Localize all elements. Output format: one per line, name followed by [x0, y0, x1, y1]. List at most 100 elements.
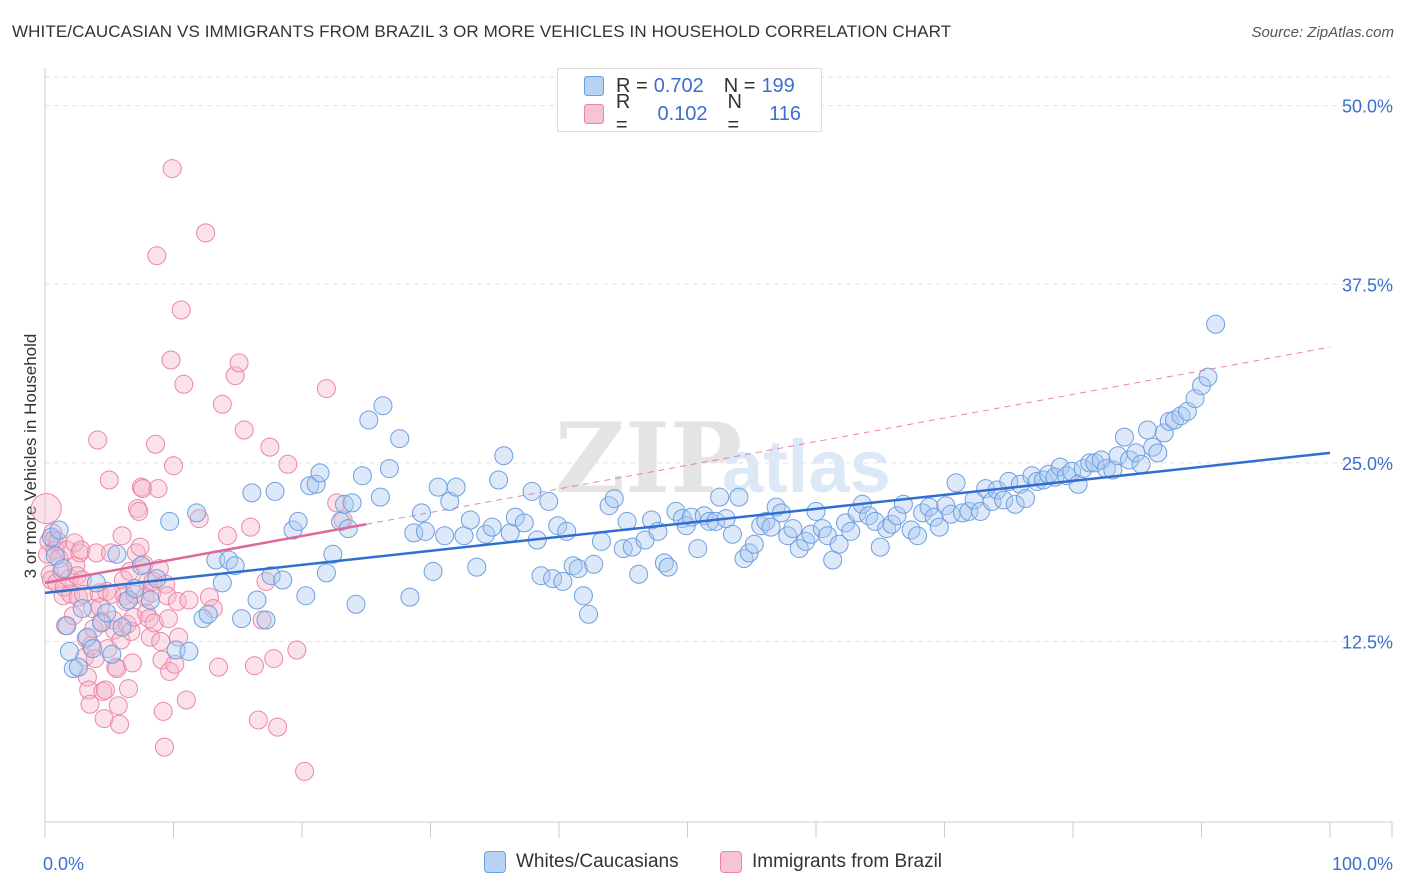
- whites-point: [924, 507, 944, 527]
- whites-point: [342, 493, 362, 513]
- whites-point: [187, 503, 207, 523]
- whites-point: [77, 627, 97, 647]
- whites-point: [1148, 443, 1168, 463]
- whites-point: [102, 644, 122, 664]
- brazil-point: [164, 456, 183, 476]
- whites-point: [584, 554, 604, 574]
- brazil-point: [264, 649, 284, 669]
- whites-point: [994, 490, 1014, 510]
- whites-point: [841, 521, 861, 541]
- legend-n-label: N =: [727, 91, 742, 136]
- whites-point: [41, 527, 61, 547]
- brazil-point: [88, 430, 108, 450]
- brazil-point: [155, 737, 175, 757]
- brazil-point: [225, 366, 245, 386]
- y-tick-label: 37.5%: [1342, 275, 1393, 295]
- whites-point: [119, 590, 139, 610]
- whites-point: [604, 489, 624, 509]
- brazil-point: [234, 420, 254, 440]
- brazil-point: [196, 223, 216, 243]
- brazil-point: [131, 477, 151, 497]
- whites-point: [160, 511, 180, 531]
- chart-title: WHITE/CAUCASIAN VS IMMIGRANTS FROM BRAZI…: [12, 22, 952, 41]
- y-tick-label: 12.5%: [1342, 632, 1393, 652]
- whites-point: [323, 544, 343, 564]
- whites-point: [300, 476, 320, 496]
- brazil-point: [327, 493, 347, 513]
- brazil-point: [130, 537, 150, 557]
- whites-point: [352, 466, 372, 486]
- legend-r-value: 0.102: [657, 102, 708, 125]
- whites-point: [273, 570, 293, 590]
- whites-point: [68, 657, 88, 677]
- whites-point: [107, 544, 127, 564]
- whites-point: [440, 491, 460, 511]
- whites-point: [460, 510, 480, 530]
- whites-point: [112, 617, 132, 637]
- whites-point: [658, 557, 678, 577]
- whites-point: [370, 487, 390, 507]
- whites-point: [946, 473, 966, 493]
- brazil-point: [133, 479, 153, 499]
- brazil-point: [95, 680, 115, 700]
- y-tick-label: 50.0%: [1342, 97, 1393, 117]
- whites-point: [1114, 427, 1134, 447]
- whites-point: [296, 586, 316, 606]
- brazil-trend-extension: [366, 346, 1331, 525]
- brazil-point: [179, 590, 199, 610]
- brazil-point: [119, 679, 139, 699]
- brazil-point: [287, 640, 307, 660]
- whites-point: [379, 459, 399, 479]
- whites-point: [801, 524, 821, 544]
- whites-point: [722, 524, 742, 544]
- whites-point: [1015, 489, 1035, 509]
- whites-point: [390, 429, 410, 449]
- brazil-point: [161, 350, 181, 370]
- whites-point: [72, 599, 92, 619]
- whites-point: [412, 503, 432, 523]
- whites-point: [346, 594, 366, 614]
- brazil-point: [71, 540, 91, 560]
- bottom-legend-label-whites: Whites/Caucasians: [516, 851, 679, 872]
- whites-point: [489, 470, 509, 490]
- whites-point: [1131, 454, 1151, 474]
- bottom-legend-brazil: Immigrants from Brazil: [720, 851, 942, 873]
- whites-point: [467, 557, 487, 577]
- whites-point: [92, 613, 112, 633]
- whites-point: [423, 561, 443, 581]
- brazil-point: [199, 587, 219, 607]
- whites-point: [783, 519, 803, 539]
- whites-point: [531, 566, 551, 586]
- whites-point: [591, 531, 611, 551]
- whites-point: [865, 511, 885, 531]
- brazil-point: [176, 690, 196, 710]
- whites-point: [1138, 420, 1158, 440]
- bottom-legend-label-brazil: Immigrants from Brazil: [752, 851, 943, 872]
- whites-point: [688, 539, 708, 559]
- whites-point: [310, 463, 330, 483]
- whites-point: [494, 446, 514, 466]
- brazil-point: [152, 650, 172, 670]
- whites-point: [212, 573, 232, 593]
- brazil-point: [148, 479, 168, 499]
- whites-point: [147, 569, 167, 589]
- whites-point: [573, 586, 593, 606]
- whites-point: [59, 641, 79, 661]
- legend-row-whites: R = 0.702 N = 199: [584, 73, 815, 99]
- x-tick-label: 0.0%: [43, 854, 84, 874]
- whites-point: [568, 559, 588, 579]
- brazil-point: [203, 599, 223, 619]
- brazil-point: [112, 526, 132, 546]
- whites-point: [959, 501, 979, 521]
- legend-swatch-blue: [584, 76, 604, 96]
- brazil-point: [121, 621, 141, 641]
- brazil-point: [158, 609, 178, 629]
- brazil-point: [126, 543, 146, 563]
- whites-point: [97, 603, 117, 623]
- brazil-point: [256, 571, 276, 591]
- brazil-point: [153, 701, 173, 721]
- brazil-point: [79, 680, 99, 700]
- brazil-point: [316, 379, 336, 399]
- whites-point: [415, 521, 435, 541]
- brazil-point: [86, 543, 106, 563]
